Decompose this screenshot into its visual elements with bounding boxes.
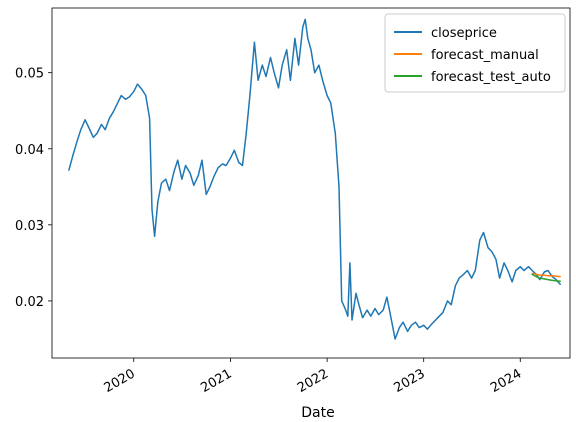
x-axis-label: Date [301,405,334,421]
y-axis-ticks: 0.02 0.03 0.04 0.05 [15,67,52,310]
y-tick-label: 0.02 [15,295,44,310]
series-layer [68,18,561,340]
y-tick-label: 0.03 [15,219,44,234]
series-line-forecast-test-auto [531,273,561,282]
y-tick-label: 0.04 [15,143,44,158]
legend: closeprice forecast_manual forecast_test_a… [384,13,566,93]
legend-label: closeprice [431,26,497,41]
axes-layer [51,7,571,359]
legend-label: forecast_test_auto [431,70,551,85]
series-line-closeprice [68,18,561,340]
series-line-forecast-manual [531,272,561,278]
legend-box [384,13,566,93]
plot-frame [51,7,571,359]
legend-label: forecast_manual [431,48,539,63]
y-tick-label: 0.05 [15,67,44,82]
